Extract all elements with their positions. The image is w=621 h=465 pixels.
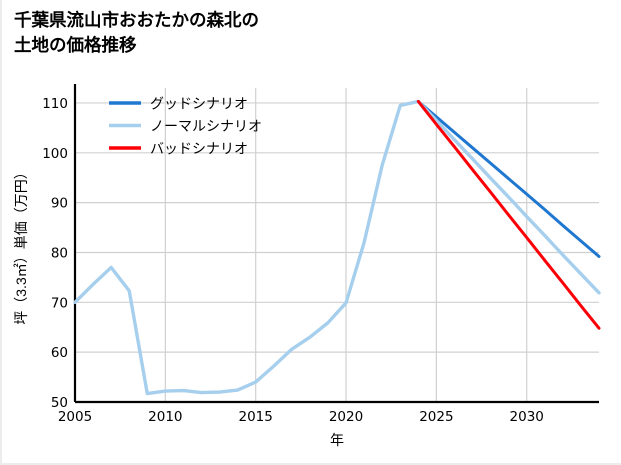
page-title: 千葉県流山市おおたかの森北の 土地の価格推移	[14, 8, 259, 58]
x-tick-label: 2010	[148, 409, 182, 425]
y-tick-label: 80	[51, 245, 68, 261]
axis-spines	[73, 84, 599, 404]
gridlines	[74, 88, 599, 403]
x-tick-label: 2015	[239, 409, 273, 425]
x-tick-labels: 2005 2010 2015 2020 2025 2030	[58, 409, 544, 425]
legend-label-0: グッドシナリオ	[150, 96, 248, 112]
series-line-normal	[73, 99, 601, 396]
x-tick-label: 2025	[419, 409, 453, 425]
x-tick-label: 2005	[58, 409, 92, 425]
y-tick-label: 70	[51, 295, 68, 311]
y-axis-title: 坪（3.3㎡）単価（万円）	[13, 165, 29, 324]
chart-title-line-2: 土地の価格推移	[14, 34, 137, 55]
chart-title-line-1: 千葉県流山市おおたかの森北の	[14, 10, 259, 30]
y-tick-label: 110	[42, 96, 68, 112]
y-tick-label: 60	[51, 345, 68, 361]
legend-label-1: ノーマルシナリオ	[150, 118, 262, 134]
x-tick-label: 2020	[329, 409, 363, 425]
y-tick-label: 50	[51, 395, 68, 411]
x-tick-label: 2030	[510, 409, 544, 425]
series-line-good	[416, 99, 601, 258]
x-axis-title: 年	[330, 432, 344, 448]
y-tick-label: 100	[42, 146, 68, 162]
data-series	[73, 99, 601, 396]
y-tick-labels: 50 60 70 80 90 100 110	[42, 96, 68, 411]
legend-label-2: バッドシナリオ	[150, 141, 248, 157]
y-tick-label: 90	[51, 196, 68, 212]
series-line-bad	[416, 99, 601, 330]
